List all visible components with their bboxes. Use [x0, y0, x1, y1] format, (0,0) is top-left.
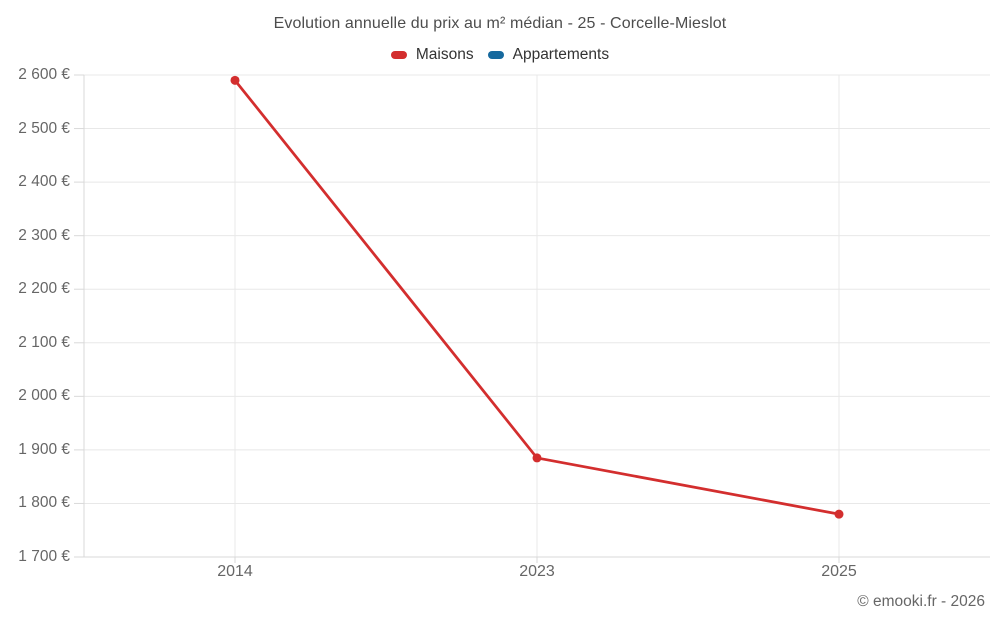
x-axis-label: 2023 — [519, 563, 555, 580]
y-axis-label: 2 000 € — [18, 387, 70, 405]
legend-item-appartements[interactable]: Appartements — [487, 46, 610, 64]
legend-item-maisons[interactable]: Maisons — [390, 46, 474, 64]
y-axis-label: 2 200 € — [18, 280, 70, 298]
y-axis-label: 2 500 € — [18, 119, 70, 137]
y-axis-label: 2 400 € — [18, 173, 70, 191]
data-point-maisons-2025[interactable] — [834, 509, 844, 519]
legend: Maisons Appartements — [0, 45, 1000, 65]
appartements-series-swatch-icon — [487, 51, 504, 59]
x-axis-label: 2014 — [217, 563, 253, 580]
legend-label-appartements: Appartements — [512, 46, 610, 63]
legend-label-maisons: Maisons — [415, 46, 474, 63]
chart-title: Evolution annuelle du prix au m² médian … — [273, 15, 727, 32]
y-axis-label: 2 600 € — [18, 66, 70, 83]
y-axis-label: 1 800 € — [18, 494, 70, 512]
copyright: © emooki.fr - 2026 — [857, 593, 985, 610]
y-axis-label: 1 700 € — [18, 548, 70, 565]
y-axis-label: 2 300 € — [18, 226, 70, 244]
maisons-series-swatch-icon — [390, 51, 407, 59]
data-point-maisons-2023[interactable] — [532, 453, 542, 463]
y-axis-label: 2 100 € — [18, 333, 70, 351]
y-axis-label: 1 900 € — [18, 440, 70, 458]
data-point-maisons-2014[interactable] — [230, 75, 240, 85]
x-axis-label: 2025 — [821, 563, 857, 580]
